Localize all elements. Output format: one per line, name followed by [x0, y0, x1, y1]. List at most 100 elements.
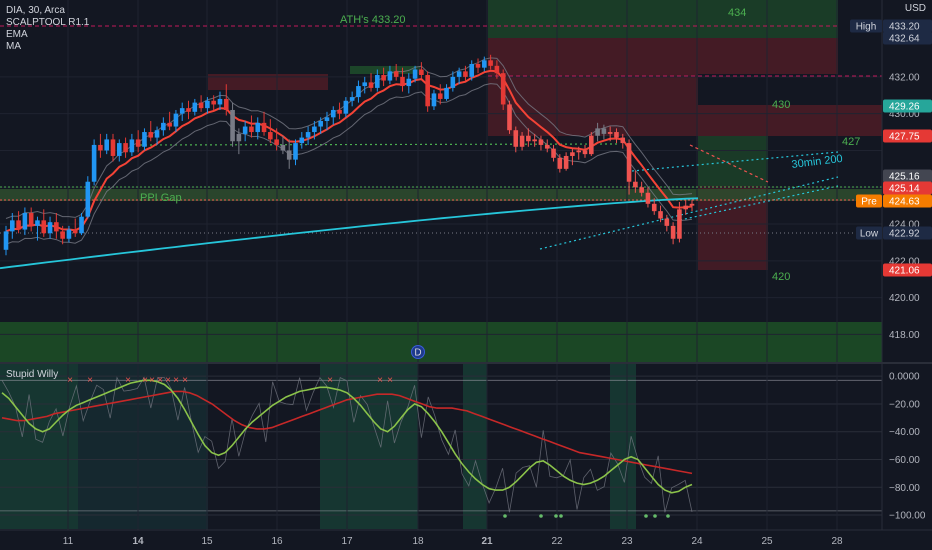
candle — [3, 225, 9, 256]
x-tick-label: 14 — [132, 536, 144, 547]
oversold-marker — [554, 514, 558, 518]
candle — [677, 201, 682, 243]
candle — [60, 225, 65, 245]
overbought-marker: × — [327, 375, 333, 386]
price-tag-value: 429.26 — [889, 102, 920, 113]
candle — [72, 218, 78, 237]
candle — [563, 152, 569, 171]
level-lines — [0, 25, 882, 250]
candle — [519, 132, 525, 151]
price-tag[interactable]: 433.20 High — [850, 19, 932, 33]
ppi-gap-zone — [0, 189, 882, 201]
oversold-marker — [644, 514, 648, 518]
overbought-marker: × — [387, 375, 393, 386]
candle — [230, 102, 235, 147]
candle — [475, 58, 481, 74]
oscillator-title[interactable]: Stupid Willy — [6, 369, 59, 380]
osc-tick-label: −80.00 — [889, 483, 920, 494]
x-tick-label: 23 — [621, 536, 633, 547]
price-tag[interactable]: 432.64 — [883, 31, 932, 45]
oversold-marker — [666, 514, 670, 518]
candle — [142, 128, 147, 151]
candle — [249, 115, 254, 138]
price-tag[interactable]: 427.75 — [883, 129, 932, 143]
annotation-label: ATH's 433.20 — [340, 14, 405, 26]
price-tag-label: Low — [860, 229, 879, 240]
candle — [104, 133, 109, 155]
candle — [538, 135, 544, 151]
supply-zone-right — [698, 105, 882, 136]
candle — [526, 128, 531, 147]
price-tag[interactable]: 425.16 — [883, 169, 932, 183]
candle — [431, 89, 437, 110]
candle — [28, 207, 34, 232]
candle — [211, 95, 216, 110]
candle — [463, 65, 468, 81]
candle — [482, 56, 487, 72]
price-tag-value: 427.75 — [889, 132, 920, 143]
osc-tick-label: −20.00 — [889, 399, 920, 410]
candle — [205, 97, 210, 114]
overbought-marker: × — [125, 375, 131, 386]
indicator-ma[interactable]: MA — [6, 41, 21, 52]
price-zones — [0, 0, 882, 362]
annotation-label: 427 — [842, 136, 860, 148]
candle — [387, 65, 393, 85]
symbol-line[interactable]: DIA, 30, Arca — [6, 5, 65, 16]
candle — [98, 133, 103, 158]
event-marker[interactable]: D — [411, 345, 425, 359]
candle — [570, 148, 575, 166]
x-tick-label: 22 — [551, 536, 563, 547]
candle — [135, 130, 141, 153]
symbol-legend: DIA, 30, Arca SCALPTOOL R1.1 EMA MA — [6, 5, 89, 53]
indicator-scalptool[interactable]: SCALPTOOL R1.1 — [6, 17, 90, 28]
candle — [620, 133, 626, 149]
candle — [330, 106, 336, 125]
candle — [507, 100, 512, 134]
candle — [419, 62, 424, 79]
candle — [683, 200, 689, 215]
candle — [393, 63, 399, 81]
x-tick-label: 11 — [63, 536, 74, 547]
support-zone-418 — [0, 322, 882, 362]
candle — [79, 212, 84, 236]
overbought-marker: × — [142, 375, 148, 386]
candle — [607, 126, 613, 142]
candle — [110, 133, 116, 162]
overbought-marker: × — [149, 375, 155, 386]
candle — [349, 91, 355, 107]
candle — [324, 111, 330, 131]
candle — [444, 84, 449, 101]
candle — [286, 139, 292, 169]
candle — [614, 128, 619, 144]
price-tick-label: 430.00 — [889, 109, 920, 120]
candle — [513, 126, 519, 153]
price-tag[interactable]: 425.14 — [883, 181, 932, 195]
osc-tick-label: 0.0000 — [889, 372, 920, 383]
overbought-marker: × — [87, 375, 93, 386]
candle — [47, 216, 53, 239]
price-tag-value: 424.63 — [889, 197, 920, 208]
price-tag-value: 422.92 — [889, 229, 920, 240]
candle — [343, 97, 349, 118]
oversold-marker — [539, 514, 543, 518]
annotation-label: 420 — [772, 271, 790, 283]
price-tag[interactable]: 421.06 — [883, 263, 932, 277]
indicator-ema[interactable]: EMA — [6, 29, 28, 40]
price-tag[interactable]: 429.26 — [883, 99, 932, 113]
candle — [186, 100, 191, 120]
currency-label[interactable]: USD — [904, 3, 926, 14]
price-tick-label: 418.00 — [889, 330, 920, 341]
annotation-label: 30min 200 — [791, 153, 843, 171]
candle — [268, 119, 273, 144]
candle — [375, 69, 380, 92]
overbought-marker: × — [173, 375, 179, 386]
candle — [456, 67, 462, 85]
price-tag[interactable]: 422.92 Low — [856, 226, 932, 240]
price-tag[interactable]: 424.63 Pre — [856, 194, 932, 208]
candle — [664, 214, 670, 232]
candle — [582, 144, 588, 158]
candle — [35, 216, 40, 241]
